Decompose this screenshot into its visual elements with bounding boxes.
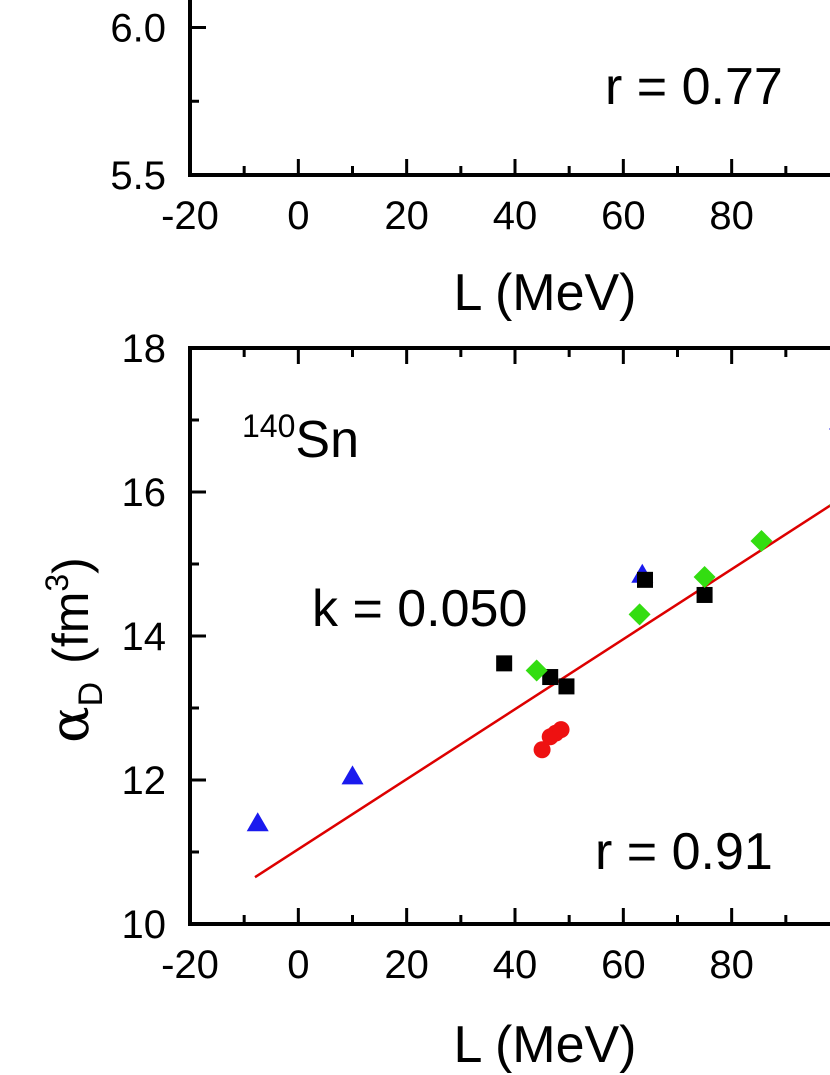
- bottom-square-point: [696, 586, 713, 603]
- bottom-diamond-point: [750, 529, 773, 552]
- bottom-y-tick-label: 16: [122, 471, 167, 515]
- y-title-superscript: 3: [39, 574, 75, 592]
- bottom-fit-line: [254, 504, 830, 879]
- bottom-circle-point: [552, 721, 570, 739]
- top-chart-panel: -20 0 20 40 60 80 1 5.5 6.0 r = 0.77 L (MeV): [110, 0, 830, 322]
- bottom-x-tick-label: -20: [161, 943, 219, 987]
- annotation-k: k = 0.050: [312, 580, 527, 638]
- bottom-y-tick-label: 10: [122, 903, 167, 947]
- bottom-circle-point: [533, 741, 551, 759]
- bottom-square-point: [558, 678, 575, 695]
- y-axis-title: αD (fm3): [38, 557, 110, 743]
- top-x-tick-label: 40: [493, 194, 538, 238]
- panel-title: 140Sn: [242, 408, 359, 469]
- top-x-tick-label: 1: [829, 194, 830, 238]
- top-x-tick-label: 80: [709, 194, 754, 238]
- bottom-square-point: [542, 669, 559, 686]
- bottom-x-tick-label: 0: [287, 943, 309, 987]
- bottom-diamond-point: [525, 659, 548, 682]
- top-x-tick-label: -20: [161, 194, 219, 238]
- bottom-x-tick-label: 40: [493, 943, 538, 987]
- bottom-x-tick-label: 20: [384, 943, 429, 987]
- bottom-x-tick-label: 60: [601, 943, 646, 987]
- bottom-chart-panel: -2002040608011012141618 140Sn k = 0.050 …: [38, 327, 830, 1074]
- y-title-unit-close: ): [43, 557, 99, 574]
- bottom-triangle-point: [341, 765, 364, 785]
- top-y-tick-label: 6.0: [110, 7, 166, 51]
- bottom-square-point: [637, 571, 653, 588]
- bottom-y-tick-label: 18: [122, 327, 167, 371]
- top-x-tick-label: 20: [384, 194, 429, 238]
- bottom-y-tick-label: 12: [122, 759, 167, 803]
- bottom-x-tick-label: 1: [829, 943, 830, 987]
- bottom-y-tick-label: 14: [122, 615, 167, 659]
- y-title-subscript: D: [72, 682, 110, 707]
- top-annotation-r: r = 0.77: [605, 58, 783, 116]
- bottom-triangle-point: [246, 812, 269, 832]
- y-title-unit: (fm: [43, 592, 99, 664]
- top-x-tick-label: 60: [601, 194, 646, 238]
- top-x-tick-label: 0: [287, 194, 309, 238]
- annotation-r: r = 0.91: [595, 823, 773, 881]
- panel-title-superscript: 140: [242, 408, 295, 444]
- y-title-alpha: α: [38, 706, 101, 742]
- bottom-x-axis-title: L (MeV): [454, 1016, 637, 1074]
- top-y-tick-label: 5.5: [110, 154, 166, 198]
- bottom-x-tick-label: 80: [709, 943, 754, 987]
- panel-title-base: Sn: [295, 411, 359, 469]
- bottom-diamond-point: [628, 603, 651, 626]
- bottom-square-point: [496, 655, 513, 672]
- bottom-diamond-point: [693, 565, 716, 588]
- top-x-axis-title: L (MeV): [454, 264, 637, 322]
